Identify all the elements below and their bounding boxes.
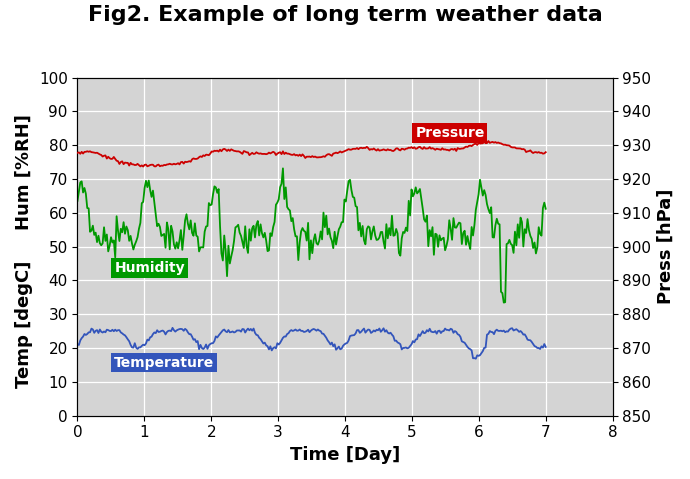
- Text: Fig2. Example of long term weather data: Fig2. Example of long term weather data: [88, 5, 602, 25]
- Text: Hum [%RH]: Hum [%RH]: [15, 114, 33, 230]
- Text: Pressure: Pressure: [415, 125, 484, 140]
- Text: Temperature: Temperature: [115, 356, 215, 370]
- Text: Humidity: Humidity: [115, 261, 185, 275]
- Y-axis label: Press [hPa]: Press [hPa]: [657, 189, 675, 304]
- X-axis label: Time [Day]: Time [Day]: [290, 446, 400, 464]
- Text: Temp [degC]: Temp [degC]: [15, 261, 33, 388]
